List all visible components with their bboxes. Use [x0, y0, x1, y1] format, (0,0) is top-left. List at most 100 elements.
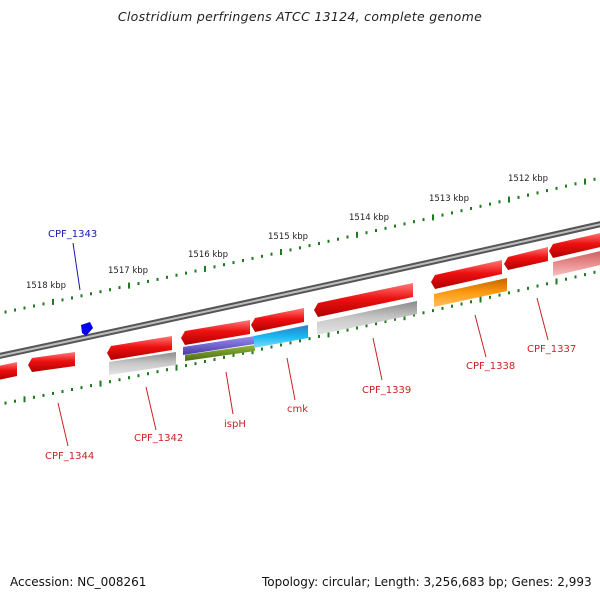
- outer-minor-tick: [394, 224, 396, 228]
- outer-minor-tick: [166, 275, 168, 279]
- inner-minor-tick: [451, 304, 453, 308]
- gene-block-left-edge: [0, 362, 17, 380]
- callout-line-cmk: [286, 357, 296, 401]
- outer-minor-tick: [4, 310, 7, 314]
- scale-label-1514: 1514 kbp: [349, 213, 389, 223]
- gene-block-cpf-1339: [314, 283, 413, 317]
- inner-minor-tick: [52, 391, 54, 395]
- outer-minor-tick: [337, 237, 339, 241]
- outer-minor-tick: [213, 265, 216, 269]
- outer-minor-tick: [489, 202, 491, 206]
- gene-labels: CPF_1344 CPF_1343 CPF_1342 ispH cmk CPF_…: [45, 229, 576, 462]
- gene-block-isph: [181, 320, 250, 345]
- inner-minor-tick: [61, 390, 64, 393]
- gene-label-cpf-1343: CPF_1343: [48, 229, 97, 240]
- gene-block-isph-purple: [183, 336, 255, 355]
- outer-minor-tick: [232, 261, 235, 265]
- outer-minor-tick: [403, 222, 406, 226]
- inner-minor-tick: [346, 328, 349, 332]
- feature-blocks: [0, 233, 600, 380]
- gene-label-cpf-1342: CPF_1342: [134, 433, 183, 444]
- outer-minor-tick: [33, 304, 35, 308]
- inner-minor-tick: [308, 337, 311, 341]
- inner-major-tick: [23, 396, 26, 403]
- outer-minor-tick: [527, 193, 529, 197]
- inner-minor-tick: [42, 393, 45, 397]
- inner-minor-tick: [375, 322, 377, 326]
- genome-backbone-highlight: [0, 223, 600, 357]
- outer-minor-tick: [365, 231, 368, 235]
- outer-minor-tick: [536, 191, 539, 195]
- inner-minor-tick: [584, 273, 586, 277]
- outer-minor-tick: [242, 259, 244, 262]
- outer-minor-tick: [451, 211, 453, 215]
- gene-block-isph-green: [185, 345, 255, 361]
- inner-minor-tick: [194, 362, 197, 366]
- gene-label-cmk: cmk: [287, 404, 308, 415]
- inner-minor-tick: [280, 343, 282, 347]
- outer-minor-tick: [308, 244, 311, 248]
- inner-minor-tick: [546, 282, 548, 286]
- outer-minor-tick: [42, 302, 45, 306]
- inner-minor-tick: [593, 270, 596, 274]
- outer-minor-tick: [14, 308, 16, 312]
- inner-major-tick: [175, 364, 178, 371]
- scale-label-1513: 1513 kbp: [429, 194, 469, 204]
- outer-minor-tick: [470, 207, 472, 210]
- inner-minor-tick: [14, 399, 16, 403]
- gene-block-cpf-1342: [107, 336, 172, 360]
- inner-minor-tick: [118, 378, 121, 382]
- inner-minor-tick: [460, 302, 463, 306]
- inner-minor-tick: [204, 360, 206, 363]
- gene-block-cmk-cyan: [254, 325, 308, 348]
- inner-major-tick: [403, 314, 406, 321]
- scale-labels: 1518 kbp 1517 kbp 1516 kbp 1515 kbp 1514…: [26, 174, 548, 291]
- outer-minor-tick: [574, 182, 577, 186]
- outer-minor-tick: [289, 248, 292, 252]
- callout-line-isph: [225, 371, 234, 415]
- outer-major-tick: [508, 196, 510, 203]
- inner-major-tick: [327, 331, 330, 338]
- inner-minor-tick: [109, 380, 111, 384]
- minus-strand-marker: [81, 322, 93, 336]
- inner-major-tick: [479, 296, 482, 303]
- outer-minor-tick: [185, 271, 187, 275]
- outer-major-tick: [280, 249, 282, 255]
- inner-minor-tick: [261, 347, 263, 351]
- outer-major-tick: [52, 298, 54, 305]
- outer-minor-tick: [498, 200, 501, 204]
- inner-minor-tick: [90, 384, 92, 388]
- outer-minor-tick: [413, 220, 415, 224]
- inner-minor-tick: [185, 364, 187, 368]
- callout-line-cpf-1343: [72, 242, 81, 291]
- gene-block-cpf-1337: [504, 247, 548, 270]
- outer-minor-tick: [346, 235, 349, 239]
- gene-block-right-edge: [549, 233, 600, 258]
- callout-line-cpf-1342: [145, 386, 157, 431]
- scale-label-1517: 1517 kbp: [108, 266, 148, 276]
- inner-minor-tick: [213, 358, 216, 361]
- gene-label-cpf-1344: CPF_1344: [45, 451, 94, 462]
- outer-major-tick: [204, 265, 206, 272]
- gene-block-cpf-1338: [431, 260, 502, 289]
- outer-major-tick: [432, 214, 434, 221]
- inner-minor-tick: [422, 311, 425, 315]
- outer-minor-tick: [270, 252, 273, 256]
- inner-minor-tick: [223, 355, 225, 359]
- inner-minor-tick: [517, 289, 520, 293]
- outer-minor-tick: [318, 242, 320, 245]
- inner-minor-tick: [356, 326, 358, 330]
- callout-line-cpf-1337: [536, 297, 549, 341]
- outer-minor-tick: [137, 282, 140, 285]
- scale-ticks-outer: [4, 177, 596, 314]
- outer-minor-tick: [99, 290, 102, 294]
- inner-minor-tick: [441, 306, 444, 310]
- outer-minor-tick: [223, 263, 225, 267]
- outer-minor-tick: [517, 195, 520, 199]
- outer-minor-tick: [299, 246, 301, 250]
- outer-minor-tick: [479, 204, 482, 208]
- outer-minor-tick: [175, 273, 178, 277]
- inner-minor-tick: [565, 277, 567, 281]
- outer-major-tick: [128, 282, 130, 289]
